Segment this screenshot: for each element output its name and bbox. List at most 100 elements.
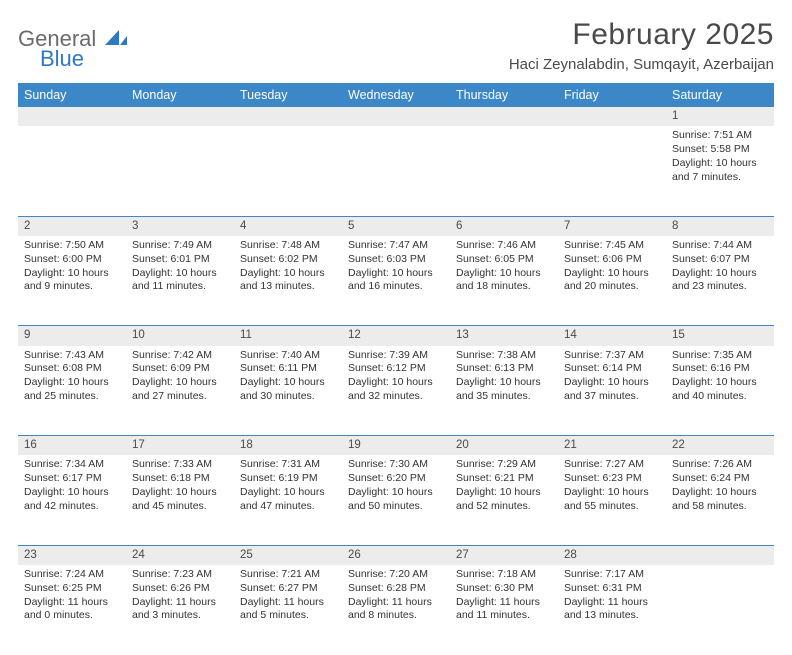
- day-detail-body: Sunrise: 7:26 AMSunset: 6:24 PMDaylight:…: [666, 455, 774, 519]
- day-sunrise-line: Sunrise: 7:35 AM: [672, 349, 768, 363]
- day-day2-line: and 47 minutes.: [240, 500, 336, 514]
- day-number-cell: 8: [666, 216, 774, 236]
- location-subtitle: Haci Zeynalabdin, Sumqayit, Azerbaijan: [509, 56, 774, 73]
- day-sunrise-line: Sunrise: 7:47 AM: [348, 239, 444, 253]
- weekday-heading: Wednesday: [342, 83, 450, 107]
- day-day1-line: Daylight: 10 hours: [132, 267, 228, 281]
- day-detail-body: Sunrise: 7:49 AMSunset: 6:01 PMDaylight:…: [126, 236, 234, 300]
- day-day2-line: and 42 minutes.: [24, 500, 120, 514]
- day-sunrise-line: Sunrise: 7:34 AM: [24, 458, 120, 472]
- day-detail-cell: Sunrise: 7:46 AMSunset: 6:05 PMDaylight:…: [450, 236, 558, 326]
- day-day2-line: and 35 minutes.: [456, 390, 552, 404]
- day-number-cell: 9: [18, 326, 126, 346]
- day-day1-line: Daylight: 10 hours: [132, 376, 228, 390]
- day-day1-line: Daylight: 10 hours: [348, 376, 444, 390]
- day-sunrise-line: Sunrise: 7:31 AM: [240, 458, 336, 472]
- day-detail-cell: [558, 126, 666, 216]
- day-day1-line: Daylight: 11 hours: [132, 596, 228, 610]
- day-day2-line: and 18 minutes.: [456, 280, 552, 294]
- day-sunrise-line: Sunrise: 7:40 AM: [240, 349, 336, 363]
- day-number-cell: 25: [234, 545, 342, 565]
- day-detail-body: Sunrise: 7:31 AMSunset: 6:19 PMDaylight:…: [234, 455, 342, 519]
- day-detail-body: Sunrise: 7:42 AMSunset: 6:09 PMDaylight:…: [126, 346, 234, 410]
- day-detail-cell: Sunrise: 7:29 AMSunset: 6:21 PMDaylight:…: [450, 455, 558, 545]
- day-detail-cell: Sunrise: 7:39 AMSunset: 6:12 PMDaylight:…: [342, 346, 450, 436]
- day-detail-row: Sunrise: 7:24 AMSunset: 6:25 PMDaylight:…: [18, 565, 774, 655]
- day-sunrise-line: Sunrise: 7:24 AM: [24, 568, 120, 582]
- day-detail-body: Sunrise: 7:45 AMSunset: 6:06 PMDaylight:…: [558, 236, 666, 300]
- day-number-row: 9101112131415: [18, 326, 774, 346]
- day-number-cell: 26: [342, 545, 450, 565]
- day-sunset-line: Sunset: 6:12 PM: [348, 362, 444, 376]
- day-number-cell: [666, 545, 774, 565]
- day-detail-cell: Sunrise: 7:50 AMSunset: 6:00 PMDaylight:…: [18, 236, 126, 326]
- day-detail-body: Sunrise: 7:37 AMSunset: 6:14 PMDaylight:…: [558, 346, 666, 410]
- day-number-cell: [342, 107, 450, 126]
- day-detail-body: Sunrise: 7:38 AMSunset: 6:13 PMDaylight:…: [450, 346, 558, 410]
- day-sunset-line: Sunset: 6:18 PM: [132, 472, 228, 486]
- day-detail-body: Sunrise: 7:51 AMSunset: 5:58 PMDaylight:…: [666, 126, 774, 190]
- day-day2-line: and 16 minutes.: [348, 280, 444, 294]
- day-sunrise-line: Sunrise: 7:46 AM: [456, 239, 552, 253]
- day-day2-line: and 20 minutes.: [564, 280, 660, 294]
- day-detail-body: Sunrise: 7:29 AMSunset: 6:21 PMDaylight:…: [450, 455, 558, 519]
- weekday-heading: Sunday: [18, 83, 126, 107]
- day-day2-line: and 13 minutes.: [240, 280, 336, 294]
- day-day2-line: and 40 minutes.: [672, 390, 768, 404]
- brand-logo: General Blue: [18, 18, 127, 72]
- day-sunrise-line: Sunrise: 7:17 AM: [564, 568, 660, 582]
- day-day1-line: Daylight: 11 hours: [24, 596, 120, 610]
- weekday-heading: Tuesday: [234, 83, 342, 107]
- calendar-body: 1Sunrise: 7:51 AMSunset: 5:58 PMDaylight…: [18, 107, 774, 655]
- day-day1-line: Daylight: 10 hours: [456, 267, 552, 281]
- day-day2-line: and 23 minutes.: [672, 280, 768, 294]
- day-sunset-line: Sunset: 6:03 PM: [348, 253, 444, 267]
- day-detail-cell: [18, 126, 126, 216]
- day-sunset-line: Sunset: 6:09 PM: [132, 362, 228, 376]
- day-day1-line: Daylight: 10 hours: [456, 376, 552, 390]
- day-day1-line: Daylight: 10 hours: [672, 486, 768, 500]
- day-detail-cell: Sunrise: 7:23 AMSunset: 6:26 PMDaylight:…: [126, 565, 234, 655]
- day-detail-cell: Sunrise: 7:26 AMSunset: 6:24 PMDaylight:…: [666, 455, 774, 545]
- day-detail-cell: [342, 126, 450, 216]
- day-day1-line: Daylight: 10 hours: [24, 486, 120, 500]
- day-detail-cell: Sunrise: 7:24 AMSunset: 6:25 PMDaylight:…: [18, 565, 126, 655]
- day-sunset-line: Sunset: 6:21 PM: [456, 472, 552, 486]
- day-detail-cell: Sunrise: 7:49 AMSunset: 6:01 PMDaylight:…: [126, 236, 234, 326]
- day-sunrise-line: Sunrise: 7:42 AM: [132, 349, 228, 363]
- day-sunrise-line: Sunrise: 7:45 AM: [564, 239, 660, 253]
- day-detail-cell: Sunrise: 7:30 AMSunset: 6:20 PMDaylight:…: [342, 455, 450, 545]
- day-day1-line: Daylight: 11 hours: [456, 596, 552, 610]
- day-day1-line: Daylight: 11 hours: [240, 596, 336, 610]
- day-detail-body: Sunrise: 7:21 AMSunset: 6:27 PMDaylight:…: [234, 565, 342, 629]
- day-sunrise-line: Sunrise: 7:38 AM: [456, 349, 552, 363]
- day-detail-body: Sunrise: 7:46 AMSunset: 6:05 PMDaylight:…: [450, 236, 558, 300]
- day-sunset-line: Sunset: 5:58 PM: [672, 143, 768, 157]
- day-sunset-line: Sunset: 6:23 PM: [564, 472, 660, 486]
- day-detail-row: Sunrise: 7:43 AMSunset: 6:08 PMDaylight:…: [18, 346, 774, 436]
- day-number-cell: 24: [126, 545, 234, 565]
- day-day2-line: and 7 minutes.: [672, 171, 768, 185]
- day-day2-line: and 45 minutes.: [132, 500, 228, 514]
- day-detail-cell: Sunrise: 7:33 AMSunset: 6:18 PMDaylight:…: [126, 455, 234, 545]
- day-day2-line: and 30 minutes.: [240, 390, 336, 404]
- day-day2-line: and 9 minutes.: [24, 280, 120, 294]
- day-sunset-line: Sunset: 6:01 PM: [132, 253, 228, 267]
- day-detail-cell: Sunrise: 7:51 AMSunset: 5:58 PMDaylight:…: [666, 126, 774, 216]
- calendar-weekday-header: Sunday Monday Tuesday Wednesday Thursday…: [18, 83, 774, 107]
- day-sunset-line: Sunset: 6:13 PM: [456, 362, 552, 376]
- weekday-heading: Thursday: [450, 83, 558, 107]
- day-sunset-line: Sunset: 6:31 PM: [564, 582, 660, 596]
- title-block: February 2025 Haci Zeynalabdin, Sumqayit…: [509, 18, 774, 73]
- day-number-cell: 11: [234, 326, 342, 346]
- day-sunset-line: Sunset: 6:28 PM: [348, 582, 444, 596]
- weekday-heading: Saturday: [666, 83, 774, 107]
- day-number-cell: 22: [666, 436, 774, 456]
- day-sunrise-line: Sunrise: 7:21 AM: [240, 568, 336, 582]
- weekday-heading: Monday: [126, 83, 234, 107]
- day-day1-line: Daylight: 11 hours: [564, 596, 660, 610]
- day-day1-line: Daylight: 10 hours: [672, 267, 768, 281]
- day-sunrise-line: Sunrise: 7:44 AM: [672, 239, 768, 253]
- day-number-cell: [126, 107, 234, 126]
- day-sunset-line: Sunset: 6:27 PM: [240, 582, 336, 596]
